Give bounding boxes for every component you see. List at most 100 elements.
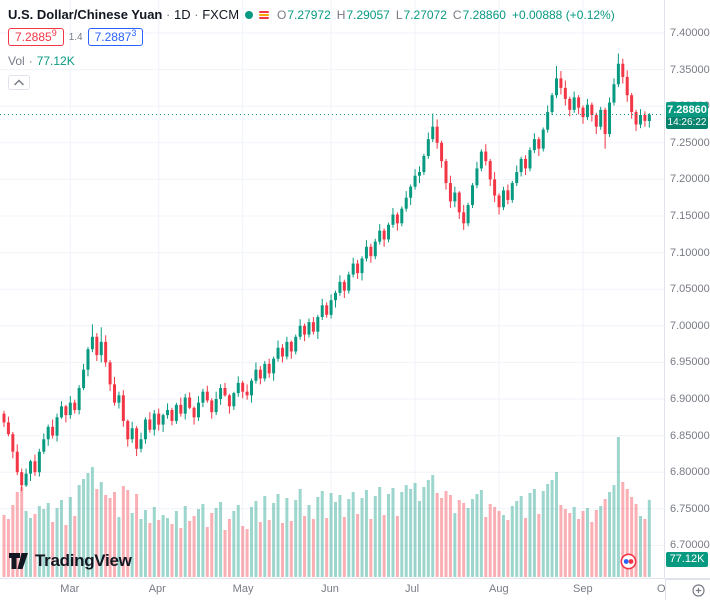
legend-collapse-button[interactable] [8,75,30,90]
volume-bar [479,490,483,577]
candle-body [462,212,466,224]
volume-bar [471,499,475,577]
ask-button[interactable]: 7.28873 [87,28,144,46]
candle-body [285,341,289,357]
candle-body [205,391,209,401]
time-axis-label: Mar [60,583,80,595]
candle-body [298,325,302,337]
candle-body [121,395,125,421]
candle-body [608,102,612,135]
candle-body [170,409,174,421]
candle-body [568,98,572,110]
candle-body [59,406,63,418]
tradingview-logo[interactable]: TradingView [8,551,132,571]
candle-body [6,422,10,435]
volume-bar [64,525,68,577]
volume-bar [223,530,227,577]
volume-bar [148,523,152,577]
symbol-title[interactable]: U.S. Dollar/Chinese Yuan · 1D · FXCM [8,7,239,22]
volume-bar [417,501,421,577]
volume-bar [550,480,554,577]
price-axis[interactable]: 7.28860 14:26:22 77.12K 7.40000 7.35000 7.… [664,0,710,578]
economic-event-icon[interactable] [620,553,637,575]
candle-body [338,281,342,293]
volume-bar [29,518,33,577]
candle-body [515,172,519,184]
volume-bar [404,485,408,577]
market-status-icon[interactable] [245,10,254,19]
candle-body [391,214,395,225]
volume-bar [82,479,86,577]
axis-settings-icon[interactable] [692,583,705,597]
volume-bar [2,515,6,577]
candle-body [488,161,492,180]
candle-body [236,382,240,394]
volume-bar [126,490,130,577]
volume-bar [227,519,231,577]
quick-actions-icon[interactable] [259,10,270,19]
candle-body [161,415,165,425]
candle-body [210,400,214,413]
high-label: H [336,7,346,22]
bid-button[interactable]: 7.28859 [8,28,64,46]
volume-indicator-value: 77.12K [36,54,75,68]
volume-bar [280,523,284,577]
price-axis-label: 7.15000 [670,210,710,222]
volume-bar [298,489,302,577]
volume-bar [435,493,439,577]
volume-bar [497,511,501,577]
candle-body [130,428,134,440]
time-axis[interactable]: MarAprMayJunJulAugSepOct [0,578,710,600]
volume-bar [462,503,466,577]
chevron-up-icon [14,79,24,86]
candle-body [409,186,413,198]
candle-body [484,151,488,162]
candle-body [37,451,41,473]
tradingview-wordmark: TradingView [35,551,132,570]
candle-body [20,472,24,486]
candle-body [280,347,284,357]
volume-bar [170,524,174,577]
volume-bar [351,492,355,577]
volume-bar [506,520,510,577]
candle-body [501,190,505,208]
volume-bar [448,495,452,577]
volume-indicator-row: Vol · 77.12K [8,54,615,68]
volume-bar [493,507,497,577]
separator: · [194,7,199,22]
volume-bar [276,494,280,577]
candle-body [387,224,391,240]
candle-body [11,434,15,452]
candle-body [90,336,94,350]
volume-bar [559,505,563,577]
candle-body [196,402,200,418]
candle-body [64,406,68,416]
candle-body [594,114,598,127]
candle-body [201,391,205,403]
volume-bar [68,497,72,577]
candle-body [585,104,589,118]
volume-bar [541,491,545,577]
volume-bar [581,511,585,577]
candle-body [563,87,567,99]
volume-bar [364,490,368,577]
ohlc-values: O7.27972 H7.29057 L7.27072 C7.28860 +0.0… [277,8,615,22]
volume-bar [166,518,170,577]
price-axis-label: 6.80000 [670,466,710,479]
volume-bar [382,515,386,577]
volume-bar [426,480,430,577]
candle-body [272,358,276,374]
candle-body [227,395,231,407]
last-price-badge: 7.28860 14:26:22 [666,101,708,129]
candle-body [68,402,72,416]
candle-body [479,151,483,169]
close-label: C [452,7,462,22]
price-axis-label: 6.85000 [670,429,710,442]
candle-body [471,185,475,206]
candle-body [267,363,271,374]
candle-body [157,413,161,425]
candle-body [528,150,532,169]
candle-body [245,391,249,396]
